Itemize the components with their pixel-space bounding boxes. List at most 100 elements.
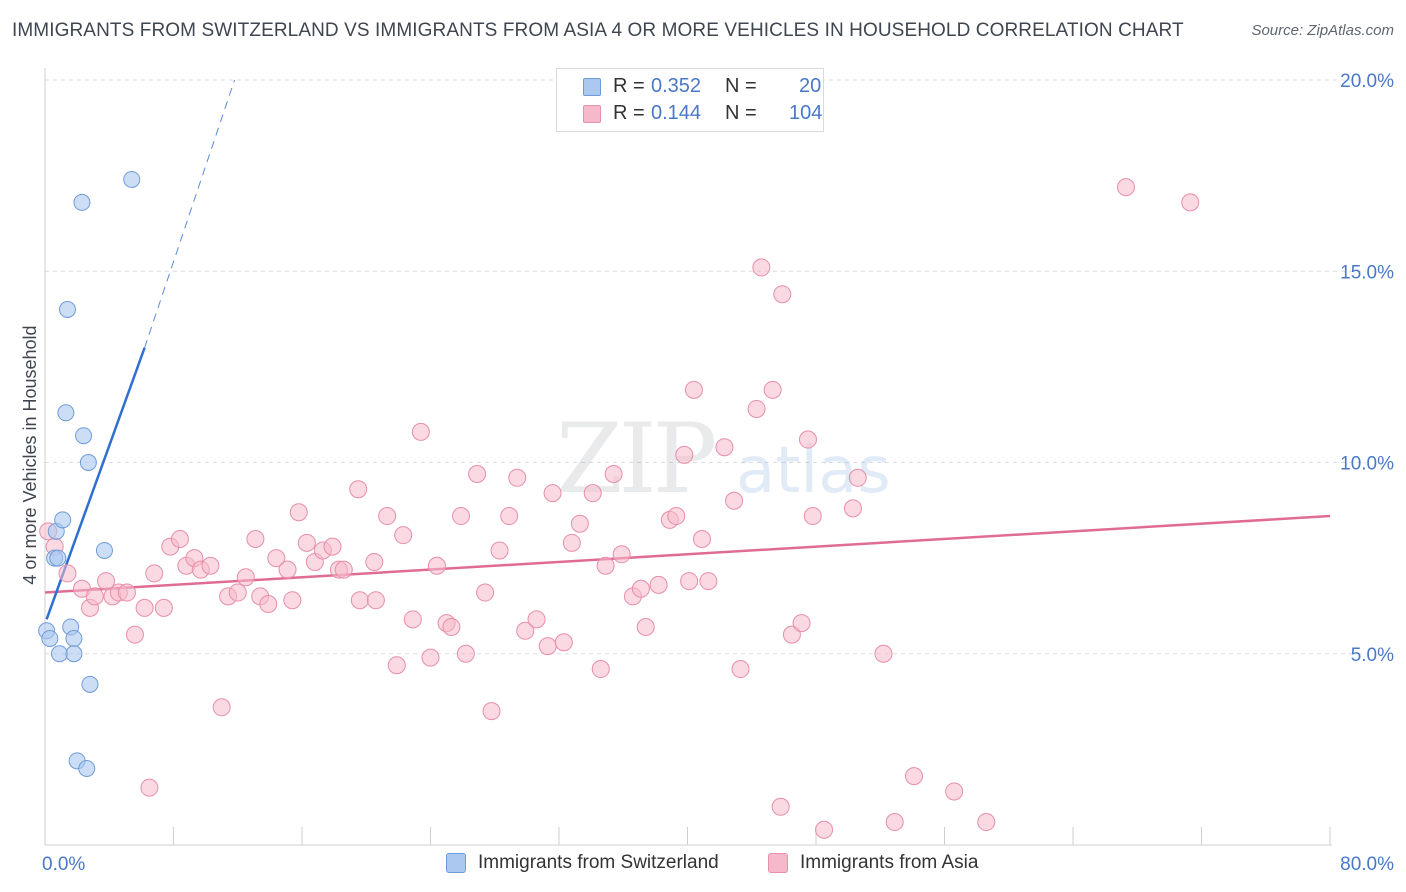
data-point-asia bbox=[289, 503, 308, 522]
data-point-asia bbox=[1181, 193, 1200, 212]
legend-n-label: N = bbox=[725, 102, 757, 124]
tick-labels: 5.0% 10.0% 15.0% 20.0% 0.0% 80.0% bbox=[42, 71, 1394, 875]
data-point-asia bbox=[135, 598, 154, 617]
legend-swatch-switzerland bbox=[583, 78, 601, 96]
data-point-asia bbox=[684, 380, 703, 399]
data-point-switzerland bbox=[65, 629, 83, 647]
data-point-switzerland bbox=[54, 511, 72, 529]
data-point-asia bbox=[675, 445, 694, 464]
bottom-legend-swatch-switzerland bbox=[446, 853, 466, 873]
data-point-asia bbox=[283, 591, 302, 610]
axes bbox=[44, 68, 1332, 846]
data-point-asia bbox=[365, 552, 384, 571]
y-tick-label: 10.0% bbox=[1340, 454, 1394, 475]
x-tick-label: 0.0% bbox=[42, 854, 85, 875]
data-point-asia bbox=[452, 507, 471, 526]
legend-swatch-asia bbox=[583, 105, 601, 123]
y-tick-label: 20.0% bbox=[1340, 71, 1394, 92]
legend-n-value: 104 bbox=[789, 102, 823, 124]
data-point-asia bbox=[543, 484, 562, 503]
grid-lines bbox=[45, 79, 1366, 655]
bottom-legend-swatch-asia bbox=[768, 853, 788, 873]
data-point-asia bbox=[490, 541, 509, 560]
legend-r-value: 0.352 bbox=[651, 75, 702, 97]
data-point-asia bbox=[427, 556, 446, 575]
data-point-asia bbox=[85, 587, 104, 606]
data-point-asia bbox=[977, 813, 996, 832]
data-point-switzerland bbox=[78, 760, 96, 777]
data-point-asia bbox=[140, 778, 159, 797]
data-point-asia bbox=[782, 625, 801, 644]
legend-r-label: R = bbox=[613, 102, 645, 124]
data-point-asia bbox=[366, 591, 385, 610]
data-point-asia bbox=[212, 698, 231, 717]
data-point-asia bbox=[798, 430, 817, 449]
data-point-switzerland bbox=[49, 549, 67, 567]
data-point-asia bbox=[154, 598, 173, 617]
legend-n-value: 20 bbox=[799, 75, 822, 97]
legend-r-value: 0.144 bbox=[651, 102, 702, 124]
data-point-asia bbox=[843, 499, 862, 518]
x-tick-label: 80.0% bbox=[1340, 854, 1394, 875]
data-point-asia bbox=[591, 660, 610, 679]
data-point-asia bbox=[350, 591, 369, 610]
data-point-asia bbox=[752, 258, 771, 277]
data-point-asia bbox=[278, 560, 297, 579]
data-point-asia bbox=[297, 533, 316, 552]
trendline-switzerland-extension bbox=[144, 79, 236, 348]
y-axis-label: 4 or more Vehicles in Household bbox=[20, 325, 40, 584]
watermark: ZIP atlas bbox=[556, 403, 891, 515]
data-point-asia bbox=[596, 556, 615, 575]
y-tick-label: 5.0% bbox=[1351, 645, 1394, 666]
data-point-asia bbox=[562, 533, 581, 552]
series-asia-points bbox=[39, 178, 1200, 839]
data-point-asia bbox=[334, 560, 353, 579]
data-point-asia bbox=[201, 556, 220, 575]
data-point-asia bbox=[699, 572, 718, 591]
data-point-switzerland bbox=[65, 645, 83, 663]
data-point-asia bbox=[612, 545, 631, 564]
data-point-asia bbox=[848, 468, 867, 487]
data-point-asia bbox=[731, 660, 750, 679]
data-point-asia bbox=[323, 537, 342, 556]
data-point-asia bbox=[170, 530, 189, 548]
data-point-asia bbox=[476, 583, 495, 602]
data-point-asia bbox=[874, 644, 893, 663]
data-point-switzerland bbox=[58, 301, 76, 318]
data-point-asia bbox=[387, 656, 406, 675]
data-point-switzerland bbox=[123, 170, 141, 188]
data-point-asia bbox=[725, 491, 744, 510]
data-point-asia bbox=[538, 637, 557, 656]
data-point-asia bbox=[468, 464, 487, 483]
data-point-asia bbox=[125, 625, 144, 644]
data-point-asia bbox=[631, 579, 650, 598]
data-point-asia bbox=[747, 399, 766, 418]
data-point-asia bbox=[378, 507, 397, 526]
data-point-asia bbox=[236, 568, 255, 587]
data-point-asia bbox=[117, 583, 136, 602]
data-point-asia bbox=[394, 526, 413, 545]
data-point-asia bbox=[349, 480, 368, 499]
data-point-asia bbox=[421, 648, 440, 667]
data-point-asia bbox=[259, 595, 278, 614]
data-point-asia bbox=[442, 617, 461, 636]
data-point-switzerland bbox=[50, 645, 68, 663]
data-point-asia bbox=[508, 468, 527, 487]
data-point-asia bbox=[803, 507, 822, 526]
data-point-asia bbox=[815, 820, 834, 839]
bottom-legend-label: Immigrants from Asia bbox=[800, 852, 979, 873]
data-point-asia bbox=[145, 564, 164, 583]
data-point-asia bbox=[403, 610, 422, 629]
bottom-legend-label: Immigrants from Switzerland bbox=[478, 852, 719, 873]
data-point-asia bbox=[527, 610, 546, 629]
data-point-asia bbox=[500, 507, 519, 526]
data-point-asia bbox=[516, 621, 535, 640]
data-point-asia bbox=[246, 530, 265, 548]
trend-lines bbox=[44, 79, 1331, 620]
data-point-asia bbox=[945, 782, 964, 801]
data-point-asia bbox=[680, 572, 699, 591]
data-point-switzerland bbox=[73, 193, 91, 211]
data-point-switzerland bbox=[95, 541, 113, 559]
data-point-asia bbox=[482, 702, 501, 721]
